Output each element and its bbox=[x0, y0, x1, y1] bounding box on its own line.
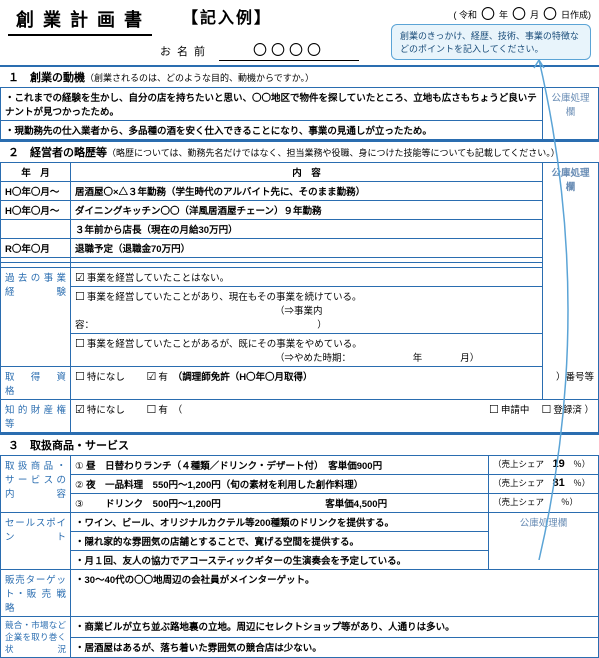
doc-title: 創 業 計 画 書 bbox=[8, 4, 152, 36]
sp-proc-col: 公庫処理欄 bbox=[489, 513, 599, 570]
s2-row-c: ３年前から店長（現在の月給30万円） bbox=[71, 220, 543, 239]
section-1-header: １ 創業の動機（創業されるのは、どのような目的、動機からですか。） bbox=[0, 65, 599, 87]
qual-row: ☐特になし ☑有 （調理師免許（H〇年〇月取得） ）番号等 bbox=[71, 367, 599, 400]
ip-row: ☑特になし ☐有 （ ☐申請中 ☐登録済 ） bbox=[71, 400, 599, 433]
s2-row-y: H〇年〇月～ bbox=[1, 182, 71, 201]
prod-label: 取 扱 商 品 ・ サ ー ビ ス の 内 容 bbox=[1, 456, 71, 513]
prod-row-0: ① 昼 日替わりランチ（４種類／ドリンク・デザート付） 客単価900円 bbox=[71, 456, 489, 475]
s2-row-c: ダイニングキッチン〇〇（洋風居酒屋チェーン）９年勤務 bbox=[71, 201, 543, 220]
prod-row-1: ② 夜 一品料理 550円～1,200円（旬の素材を利用した創作料理） bbox=[71, 475, 489, 494]
name-label: お名前 bbox=[160, 43, 211, 59]
share-1: （売上シェア 81 ％） bbox=[489, 475, 599, 494]
qual-label: 取 得 資 格 bbox=[1, 367, 71, 400]
prod-row-2: ③ ドリンク 500円～1,200円 客単価4,500円 bbox=[71, 494, 489, 513]
date-area: ( 令和 〇年 〇月 〇日作成) bbox=[453, 4, 591, 24]
sp-bullet-0: ・ワイン、ビール、オリジナルカクテル等200種類のドリンクを提供する。 bbox=[71, 513, 489, 532]
target-label: 販売ターゲット・販 売 戦 略 bbox=[1, 570, 71, 617]
s2-row-y: H〇年〇月～ bbox=[1, 201, 71, 220]
sp-label: セールスポイント bbox=[1, 513, 71, 570]
past-opt-0: ☑事業を経営していたことはない。 bbox=[71, 268, 543, 287]
past-opt-2: ☐事業を経営していたことがあるが、既にその事業をやめている。（⇒やめた時期： 年… bbox=[71, 334, 543, 367]
env-bullet-0: ・商業ビルが立ち並ぶ路地裏の立地。周辺にセレクトショップ等があり、人通りは多い。 bbox=[71, 617, 599, 638]
sp-bullet-2: ・月１回、友人の協力でアコースティックギターの生演奏会を予定している。 bbox=[71, 551, 489, 570]
s2-proc-col: 公庫処理欄 bbox=[543, 163, 599, 400]
s1-proc-col: 公庫処理欄 bbox=[543, 88, 599, 140]
sp-bullet-1: ・隠れ家的な雰囲気の店舗とすることで、寛げる空間を提供する。 bbox=[71, 532, 489, 551]
target-text: ・30～40代の〇〇地周辺の会社員がメインターゲット。 bbox=[71, 570, 599, 617]
s2-row-c: 居酒屋〇×△３年勤務（学生時代のアルバイト先に、そのまま勤務） bbox=[71, 182, 543, 201]
example-label: 【記入例】 bbox=[182, 4, 272, 28]
section-3-header: ３ 取扱商品・サービス bbox=[0, 433, 599, 455]
env-bullet-1: ・居酒屋はあるが、落ち着いた雰囲気の競合店は少ない。 bbox=[71, 637, 599, 658]
share-0: （売上シェア 19 ％） bbox=[489, 456, 599, 475]
env-label: 競合・市場など企業を取り巻く状況 bbox=[1, 617, 71, 658]
s2-year-hdr: 年 月 bbox=[1, 163, 71, 182]
past-exp-label: 過 去 の 事 業 経 験 bbox=[1, 268, 71, 367]
callout-tip: 創業のきっかけ、経歴、技術、事業の特徴などのポイントを記入してください。 bbox=[391, 24, 591, 60]
s2-row-y: R〇年〇月 bbox=[1, 239, 71, 258]
past-opt-1: ☐事業を経営していたことがあり、現在もその事業を続けている。（⇒事業内容： ） bbox=[71, 287, 543, 334]
share-2: （売上シェア ％） bbox=[489, 494, 599, 513]
section-2-header: ２ 経営者の略歴等（略歴については、勤務先名だけではなく、担当業務や役職、身につ… bbox=[0, 140, 599, 162]
s1-bullet-0: ・これまでの経験を生かし、自分の店を持ちたいと思い、〇〇地区で物件を探していたと… bbox=[1, 88, 543, 121]
s1-bullet-1: ・現勤務先の仕入業者から、多品種の酒を安く仕入できることになり、事業の見通しが立… bbox=[1, 121, 543, 140]
ip-label: 知 的 財 産 権 等 bbox=[1, 400, 71, 433]
s2-content-hdr: 内 容 bbox=[71, 163, 543, 182]
s2-row-c: 退職予定（退職金70万円） bbox=[71, 239, 543, 258]
s2-row-y bbox=[1, 220, 71, 239]
name-value: 〇〇〇〇 bbox=[219, 40, 359, 61]
